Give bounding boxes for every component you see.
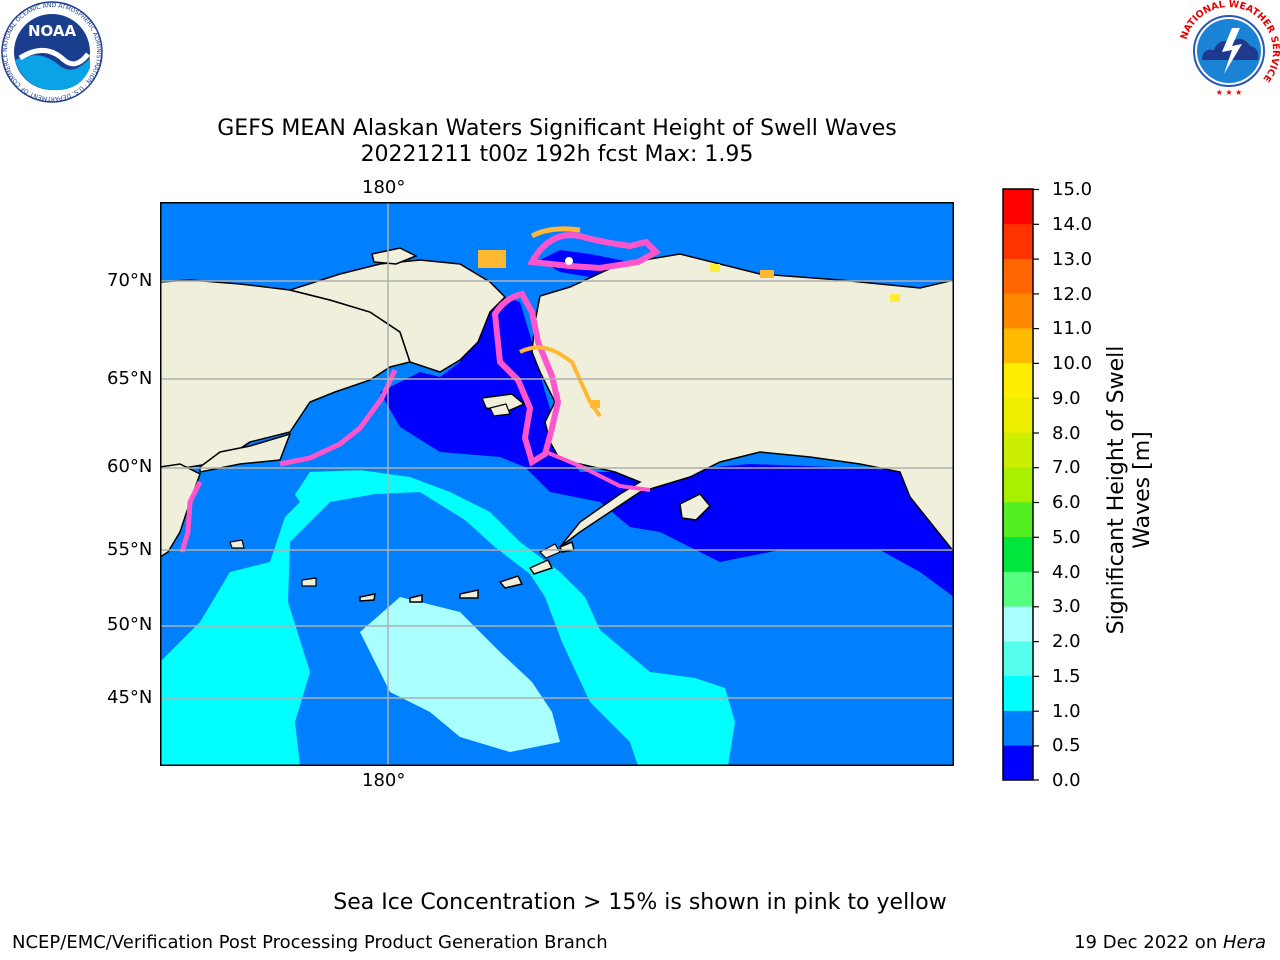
sea-ice-herald xyxy=(478,250,506,268)
land-kamchatka-north xyxy=(199,432,292,473)
swell-1.0-1.5-zone xyxy=(160,470,735,766)
colorbar-tick-12.0: 12.0 xyxy=(1052,284,1093,305)
swell-0-0.5-bering xyxy=(380,297,954,597)
nws-logo: NATIONAL WEATHER SERVICE ★ ★ ★ xyxy=(1179,0,1280,100)
colorbar-tick-1.5: 1.5 xyxy=(1052,666,1081,687)
colorbar-tick-0.5: 0.5 xyxy=(1052,735,1081,756)
lat-label-65: 65°N xyxy=(107,368,153,389)
sea-ice-bering-strait xyxy=(491,290,562,467)
lat-label-50: 50°N xyxy=(107,614,153,635)
colorbar-bin-1-1.5 xyxy=(1003,675,1033,711)
colorbar-label-line2: Waves [m] xyxy=(1130,431,1155,549)
colorbar-bin-9-10 xyxy=(1003,362,1033,398)
footer-branch: NCEP/EMC/Verification Post Processing Pr… xyxy=(12,932,608,953)
colorbar-tick-9.0: 9.0 xyxy=(1052,388,1081,409)
colorbar-bin-4-5 xyxy=(1003,536,1033,572)
sea-ice-beaufort-2 xyxy=(890,294,900,302)
colorbar-bin-12-13 xyxy=(1003,258,1033,294)
colorbar-tick-8.0: 8.0 xyxy=(1052,423,1081,444)
colorbar-tick-2.0: 2.0 xyxy=(1052,631,1081,652)
colorbar-tick-10.0: 10.0 xyxy=(1052,353,1093,374)
sea-ice-beaufort-3 xyxy=(710,264,720,272)
colorbar-bin-13-14 xyxy=(1003,223,1033,259)
sea-ice-edge-orange xyxy=(530,226,581,239)
land-nunivak xyxy=(489,403,511,417)
sea-ice-kamchatka xyxy=(179,480,203,553)
colorbar-tick-5.0: 5.0 xyxy=(1052,527,1081,548)
colorbar-bin-0.5-1 xyxy=(1003,710,1033,746)
colorbar-frame xyxy=(1002,188,1034,781)
colorbar-bin-2-3 xyxy=(1003,606,1033,642)
colorbar-bin-0-0.5 xyxy=(1003,745,1033,781)
map-gridlines xyxy=(160,202,954,766)
colorbar-tick-11.0: 11.0 xyxy=(1052,318,1093,339)
colorbar-bin-14-15 xyxy=(1003,189,1033,225)
colorbar-bin-5-6 xyxy=(1003,501,1033,538)
chart-title: GEFS MEAN Alaskan Waters Significant Hei… xyxy=(217,116,897,141)
colorbar-tick-4.0: 4.0 xyxy=(1052,562,1081,583)
west-bering-mid xyxy=(160,402,410,474)
colorbar-tick-3.0: 3.0 xyxy=(1052,596,1081,617)
swell-1.5-2.0-zone xyxy=(360,597,560,752)
sea-ice-bristol-bay xyxy=(545,450,651,492)
land-small-islands xyxy=(229,539,561,587)
colorbar-bin-8-9 xyxy=(1003,397,1033,433)
lat-label-70: 70°N xyxy=(107,270,153,291)
footer-host: Hera xyxy=(1222,932,1266,953)
lon-label-top: 180° xyxy=(362,177,406,198)
sea-ice-beaufort-1 xyxy=(760,270,774,278)
colorbar xyxy=(1002,188,1039,781)
lat-label-45: 45°N xyxy=(107,687,153,708)
sea-ice-yukon xyxy=(590,400,600,408)
colorbar-bin-7-8 xyxy=(1003,432,1033,468)
swell-height-map xyxy=(160,202,954,766)
colorbar-tick-1.0: 1.0 xyxy=(1052,701,1081,722)
footer-date-text: 19 Dec 2022 on xyxy=(1074,932,1223,953)
colorbar-tick-14.0: 14.0 xyxy=(1052,214,1093,235)
sea-ice-anadyr xyxy=(279,368,398,467)
chart-subtitle: 20221211 t00z 192h fcst Max: 1.95 xyxy=(360,142,754,167)
land-alaska xyxy=(531,253,954,554)
colorbar-bin-10-11 xyxy=(1003,328,1033,364)
lat-label-60: 60°N xyxy=(107,456,153,477)
footer-date: 19 Dec 2022 on Hera xyxy=(1074,932,1266,953)
colorbar-tick-7.0: 7.0 xyxy=(1052,457,1081,478)
colorbar-tick-6.0: 6.0 xyxy=(1052,492,1081,513)
colorbar-tick-13.0: 13.0 xyxy=(1052,249,1093,270)
land-aleutian-islands xyxy=(359,540,575,603)
noaa-logo: NATIONAL OCEANIC AND ATMOSPHERIC ADMINIS… xyxy=(1,1,103,103)
lat-label-55: 55°N xyxy=(107,539,153,560)
land-wrangel-island xyxy=(371,247,418,265)
max-marker xyxy=(565,257,573,265)
lon-label-bottom: 180° xyxy=(362,770,406,791)
colorbar-bin-6-7 xyxy=(1003,467,1033,503)
colorbar-label: Significant Height of Swell Waves [m] xyxy=(1104,340,1156,640)
sea-ice-chukchi xyxy=(527,232,661,272)
colorbar-label-line1: Significant Height of Swell xyxy=(1104,345,1129,635)
colorbar-bin-11-12 xyxy=(1003,293,1033,329)
sea-ice-norton-sound xyxy=(519,345,602,418)
land-kodiak xyxy=(679,493,712,521)
colorbar-bin-3-4 xyxy=(1003,571,1033,607)
colorbar-tick-15.0: 15.0 xyxy=(1052,179,1093,200)
colorbar-tick-0.0: 0.0 xyxy=(1052,770,1081,791)
colorbar-bin-1.5-2 xyxy=(1003,640,1033,677)
map-frame xyxy=(160,202,954,766)
svg-text:★ ★ ★: ★ ★ ★ xyxy=(1216,88,1243,97)
sea-ice-caption: Sea Ice Concentration > 15% is shown in … xyxy=(333,890,947,915)
noaa-logo-text: NOAA xyxy=(28,22,77,40)
